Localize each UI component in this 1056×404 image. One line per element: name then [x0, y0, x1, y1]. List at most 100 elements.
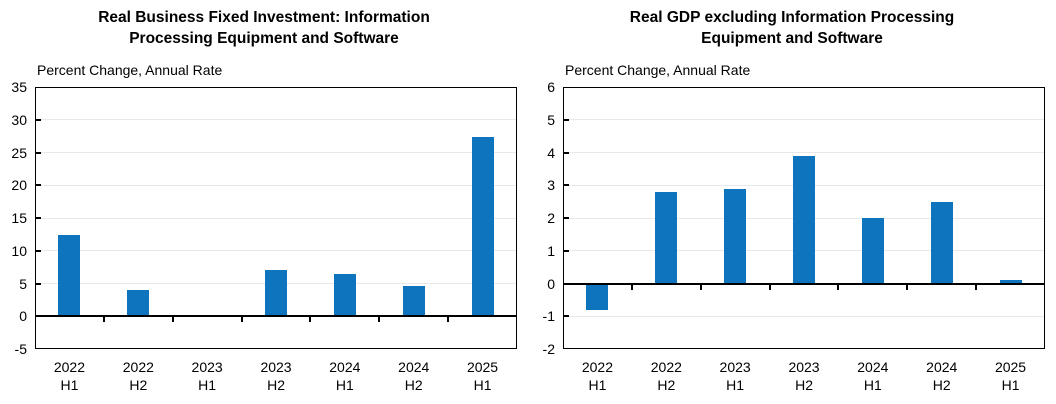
bar-2022-H2 — [127, 290, 150, 317]
bar-2024-H1 — [333, 274, 356, 317]
x-category-half: H2 — [932, 377, 951, 393]
zero-axis-line — [35, 315, 517, 318]
x-axis-tick — [102, 316, 105, 323]
y-axis-tick — [35, 315, 41, 318]
gridline — [563, 315, 1045, 317]
x-category-label: 2023 H1 — [701, 358, 770, 394]
x-category-year: 2023 — [788, 359, 820, 375]
chart-title-line1: Real GDP excluding Information Processin… — [629, 9, 955, 26]
bar-2022-H1 — [586, 283, 609, 310]
x-category-year: 2022 — [53, 359, 86, 375]
y-tick-label: 5 — [19, 275, 27, 292]
gridline — [35, 152, 517, 153]
x-category-label: 2022 H1 — [35, 358, 104, 394]
x-category-label: 2023 H1 — [173, 358, 242, 394]
x-category-label: 2025 H1 — [976, 358, 1045, 394]
chart-title-line2: Processing Equipment and Software — [129, 30, 399, 47]
x-category-year: 2024 — [857, 359, 889, 375]
x-category-year: 2023 — [260, 359, 292, 375]
plot-area-gdp: 6 5 4 3 2 1 0 -1 -2 2022 H1 2022 H2 2023 H1 2023 H2 2024 H… — [528, 79, 1056, 404]
x-category-year: 2025 — [994, 359, 1027, 375]
x-category-half: H1 — [863, 377, 882, 393]
y-axis-tick — [35, 249, 41, 252]
y-tick-label: 30 — [11, 111, 27, 128]
y-axis-tick — [563, 282, 569, 285]
y-axis-tick — [563, 217, 569, 219]
x-axis-tick — [171, 316, 174, 323]
x-category-year: 2024 — [398, 359, 430, 375]
y-axis-tick — [563, 118, 569, 121]
x-category-half: H2 — [404, 377, 423, 393]
x-axis-tick — [309, 316, 312, 323]
gridline — [35, 250, 517, 252]
bar-2024-H2 — [402, 286, 425, 317]
y-tick-label: 20 — [11, 177, 27, 194]
bar-2022-H2 — [655, 191, 678, 284]
x-category-year: 2022 — [122, 359, 154, 375]
x-category-half: H2 — [795, 377, 813, 393]
bar-2025-H1 — [999, 280, 1022, 284]
gridline — [35, 119, 517, 121]
x-axis-tick — [768, 283, 771, 290]
y-tick-label: 15 — [11, 210, 27, 226]
plot-box — [35, 87, 517, 349]
x-axis-tick — [378, 316, 381, 323]
x-category-label: 2022 H2 — [632, 358, 701, 394]
x-axis-tick — [975, 283, 978, 290]
y-tick-label: 2 — [547, 210, 555, 226]
gridline — [563, 119, 1045, 121]
x-category-year: 2023 — [191, 359, 223, 375]
chart-title-investment: Real Business Fixed Investment: Informat… — [14, 7, 514, 49]
x-axis-tick — [447, 316, 450, 323]
y-tick-label: -1 — [542, 308, 555, 325]
bar-2024-H2 — [930, 201, 953, 284]
axis-units-label: Percent Change, Annual Rate — [37, 62, 223, 78]
y-tick-label: 35 — [11, 79, 27, 95]
x-axis-tick — [240, 316, 243, 323]
x-category-year: 2025 — [466, 359, 499, 375]
x-category-half: H1 — [335, 377, 354, 393]
x-category-label: 2024 H1 — [838, 358, 907, 394]
y-axis-tick — [35, 282, 41, 285]
y-axis-tick — [35, 151, 41, 154]
x-category-year: 2022 — [581, 359, 614, 375]
x-category-half: H1 — [726, 377, 745, 393]
bar-2022-H1 — [58, 235, 81, 317]
y-axis-tick — [563, 151, 569, 154]
x-axis-tick — [699, 283, 702, 290]
x-category-label: 2022 H2 — [104, 358, 173, 394]
x-category-half: H2 — [657, 377, 676, 393]
bar-2023-H2 — [793, 155, 815, 284]
y-axis-tick — [35, 217, 41, 219]
zero-axis-line — [563, 282, 1045, 285]
x-category-label: 2022 H1 — [563, 358, 632, 394]
y-axis-tick — [35, 184, 41, 187]
x-axis-tick — [837, 283, 840, 290]
y-axis-tick — [563, 184, 569, 187]
gridline — [35, 184, 517, 186]
y-tick-label: 1 — [547, 242, 555, 259]
chart-title-line1: Real Business Fixed Investment: Informat… — [98, 9, 430, 26]
chart-panel-investment: Real Business Fixed Investment: Informat… — [11, 7, 517, 394]
bar-2023-H1 — [724, 188, 747, 284]
x-category-year: 2023 — [719, 359, 751, 375]
x-category-half: H2 — [129, 377, 148, 393]
bar-2024-H1 — [861, 218, 884, 284]
chart-title-line2: Equipment and Software — [701, 30, 883, 47]
bar-2023-H2 — [265, 270, 287, 317]
x-axis-tick — [906, 283, 909, 290]
y-tick-label: 5 — [547, 111, 555, 128]
x-category-half: H1 — [198, 377, 217, 393]
x-category-label: 2023 H2 — [242, 358, 311, 394]
y-tick-label: 3 — [547, 177, 555, 194]
axis-units-label: Percent Change, Annual Rate — [565, 62, 751, 78]
plot-box — [563, 87, 1045, 349]
x-category-half: H2 — [267, 377, 285, 393]
y-axis-tick — [563, 315, 569, 318]
y-tick-label: 25 — [11, 144, 27, 161]
x-category-label: 2024 H2 — [379, 358, 448, 394]
x-category-year: 2024 — [926, 359, 958, 375]
y-tick-label: 0 — [547, 275, 555, 292]
y-tick-label: -2 — [542, 341, 555, 357]
